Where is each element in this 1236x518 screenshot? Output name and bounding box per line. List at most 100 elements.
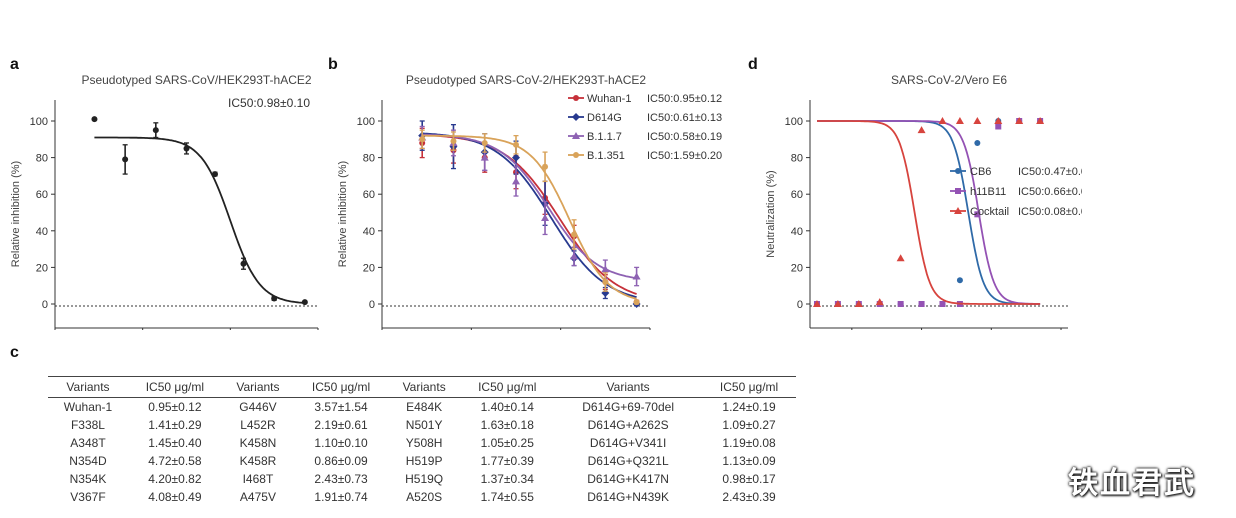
table-cell: D614G+V341I: [589, 436, 667, 450]
legend-ic50: IC50:1.59±0.20: [647, 150, 722, 162]
table-cell: A520S: [406, 490, 443, 504]
table-cell: K458N: [239, 436, 277, 450]
data-point: [211, 171, 218, 178]
table-cell: 1.74±0.55: [480, 490, 534, 504]
column-header: Variants: [402, 380, 446, 394]
table-cell: 0.95±0.12: [148, 400, 202, 414]
table-cell: D614G+K417N: [587, 472, 669, 486]
legend-ic50: IC50:0.95±0.12: [647, 93, 722, 105]
y-tick-label: 80: [363, 153, 375, 165]
data-point: [918, 301, 925, 307]
legend-marker: [572, 132, 580, 139]
y-tick-label: 60: [791, 189, 803, 201]
fit-curve-sars-cov: [94, 136, 305, 304]
data-point: [240, 260, 247, 267]
data-point: [601, 265, 610, 273]
y-tick-label: 0: [369, 299, 375, 311]
legend-marker: [572, 113, 580, 121]
y-tick-label: 40: [791, 226, 803, 238]
chart-panel-a: Pseudotyped SARS-CoV/HEK293T-hACE2 0 20 40 6…: [10, 73, 319, 330]
legend-marker: [954, 207, 962, 214]
table-cell: N354D: [69, 454, 107, 468]
data-point: [1015, 117, 1024, 124]
column-header: Variants: [606, 380, 650, 394]
table-cell: A475V: [239, 490, 276, 504]
table-cell: D614G+Q321L: [587, 454, 669, 468]
table-cell: V367F: [70, 490, 106, 504]
table-cell: 1.10±0.10: [314, 436, 368, 450]
chart-panel-b: Pseudotyped SARS-CoV-2/HEK293T-hACE2 0 20 4…: [337, 73, 722, 330]
data-point: [938, 117, 947, 124]
chart-panel-d: SARS-CoV-2/Vero E6020406080100-2-101log …: [765, 73, 1082, 330]
y-tick-label: 80: [36, 153, 48, 165]
chart-title: Pseudotyped SARS-CoV/HEK293T-hACE2: [81, 73, 311, 87]
legend-ic50: IC50:0.47±0.02: [1018, 166, 1082, 178]
table-cell: 0.98±0.17: [722, 472, 776, 486]
table-cell: N354K: [69, 472, 107, 486]
table-row: F338L 1.41±0.29 L452R 2.19±0.61 N501Y 1.63±0.…: [48, 416, 796, 434]
y-tick-label: 60: [363, 189, 375, 201]
y-axis-label: Neutralization (%): [765, 170, 777, 257]
table-cell: 1.45±0.40: [148, 436, 202, 450]
y-tick-label: 20: [791, 262, 803, 274]
table-row: N354D 4.72±0.58 K458R 0.86±0.09 H519P 1.77±0.…: [48, 452, 796, 470]
data-point: [271, 295, 278, 302]
y-tick-label: 100: [30, 116, 48, 128]
table-cell: 4.08±0.49: [148, 490, 202, 504]
legend-ic50: IC50:0.66±0.03: [1018, 186, 1082, 198]
table-cell: 1.24±0.19: [722, 400, 776, 414]
data-point: [122, 156, 129, 163]
table-cell: F338L: [70, 418, 105, 432]
panel-letter-c: c: [10, 344, 19, 361]
table-row: A348T 1.45±0.40 K458N 1.10±0.10 Y508H 1.05±0.…: [48, 434, 796, 452]
table-cell: 1.77±0.39: [480, 454, 534, 468]
ic50-table: Variants IC50 μg/ml Variants IC50 μg/ml …: [48, 376, 796, 506]
data-point: [917, 126, 926, 134]
data-point: [183, 145, 190, 152]
data-point: [994, 117, 1003, 124]
table-cell: 1.09±0.27: [722, 418, 776, 432]
y-tick-label: 40: [363, 226, 375, 238]
data-point: [995, 123, 1002, 130]
y-axis-label: Relative inhibition (%): [10, 161, 22, 267]
data-point: [480, 153, 489, 161]
legend-ic50: IC50:0.08±0.01: [1018, 206, 1082, 218]
table-cell: I468T: [242, 472, 274, 486]
table-cell: 1.13±0.09: [722, 454, 776, 468]
ic50-annotation: IC50:0.98±0.10: [228, 96, 310, 110]
column-header: IC50 μg/ml: [719, 380, 779, 394]
data-point: [896, 254, 905, 262]
data-point: [875, 298, 884, 306]
table-cell: 4.20±0.82: [148, 472, 202, 486]
data-point: [854, 300, 863, 307]
data-point: [301, 299, 308, 306]
y-tick-label: 20: [363, 262, 375, 274]
column-header: IC50 μg/ml: [145, 380, 204, 394]
table-cell: A348T: [70, 436, 106, 450]
table-row: N354K 4.20±0.82 I468T 2.43±0.73 H519Q 1.37±0.…: [48, 470, 796, 488]
data-point: [512, 177, 520, 185]
chart-title: Pseudotyped SARS-CoV-2/HEK293T-hACE2: [406, 73, 646, 87]
table-cell: D614G+A262S: [587, 418, 669, 432]
panel-letter-d: d: [748, 56, 758, 73]
y-tick-label: 80: [791, 153, 803, 165]
data-point: [955, 117, 964, 124]
y-tick-label: 100: [357, 116, 375, 128]
data-point: [513, 141, 519, 148]
data-point: [633, 299, 640, 306]
fit-curve-cocktail: [817, 120, 1041, 305]
data-point: [974, 139, 981, 146]
data-point: [450, 138, 457, 145]
column-header: IC50 μg/ml: [478, 380, 537, 394]
data-point: [512, 153, 520, 162]
table-cell: 1.19±0.08: [722, 436, 776, 450]
watermark: 铁血君武: [1068, 467, 1196, 500]
legend-marker: [573, 95, 579, 101]
table-cell: 2.43±0.39: [722, 490, 776, 504]
table-cell: 1.63±0.18: [480, 418, 534, 432]
table-cell: D614G+69-70del: [582, 400, 674, 414]
table-cell: D614G+N439K: [587, 490, 669, 504]
table-cell: N501Y: [405, 418, 443, 432]
column-header: Variants: [66, 380, 110, 394]
table-cell: H519P: [405, 454, 443, 468]
